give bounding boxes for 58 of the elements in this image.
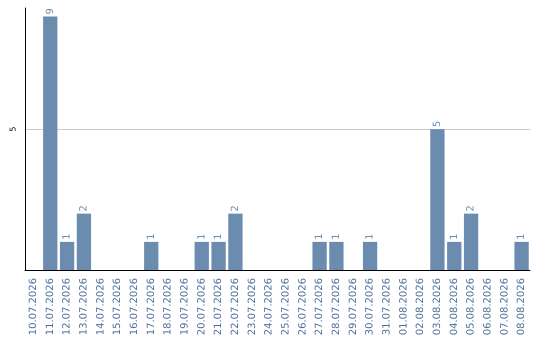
data-label: 9 bbox=[44, 8, 56, 14]
data-label: 1 bbox=[196, 233, 208, 240]
data-label: 1 bbox=[314, 233, 326, 240]
x-tick-label: 13.07.2026 bbox=[78, 278, 90, 336]
x-tick-label: 16.07.2026 bbox=[128, 278, 140, 336]
x-tick-label: 21.07.2026 bbox=[213, 278, 224, 336]
bar bbox=[514, 242, 529, 270]
x-tick-label: 20.07.2026 bbox=[196, 278, 208, 336]
x-tick-label: 24.07.2026 bbox=[264, 278, 275, 336]
x-tick-label: 11.07.2026 bbox=[44, 278, 56, 336]
x-tick-label: 25.07.2026 bbox=[280, 278, 292, 336]
x-tick-label: 01.08.2026 bbox=[398, 278, 410, 336]
x-tick-label: 18.07.2026 bbox=[162, 278, 174, 336]
data-label: 5 bbox=[432, 120, 443, 128]
x-tick-label: 31.07.2026 bbox=[381, 278, 392, 336]
bar bbox=[430, 129, 445, 270]
bar bbox=[76, 214, 92, 270]
data-label: 1 bbox=[213, 233, 224, 240]
bar bbox=[211, 242, 226, 270]
x-tick-label: 05.08.2026 bbox=[466, 278, 477, 336]
x-tick-label: 26.07.2026 bbox=[297, 278, 308, 336]
x-tick-label: 23.07.2026 bbox=[246, 278, 258, 336]
x-tick-label: 10.07.2026 bbox=[28, 278, 39, 336]
x-tick-label: 14.07.2026 bbox=[95, 278, 106, 336]
x-tick-label: 22.07.2026 bbox=[230, 278, 241, 336]
x-tick-label: 15.07.2026 bbox=[112, 278, 124, 336]
bar bbox=[329, 242, 344, 270]
data-label: 1 bbox=[62, 233, 73, 240]
data-label: 1 bbox=[364, 233, 376, 240]
data-label: 2 bbox=[78, 205, 90, 212]
x-tick-label: 17.07.2026 bbox=[146, 278, 157, 336]
bar bbox=[447, 242, 462, 270]
x-tick-label: 28.07.2026 bbox=[330, 278, 342, 336]
x-tick-label: 03.08.2026 bbox=[432, 278, 443, 336]
x-tick-label: 06.08.2026 bbox=[482, 278, 494, 336]
bar bbox=[194, 242, 209, 270]
data-label: 1 bbox=[330, 233, 342, 240]
x-tick-label: 27.07.2026 bbox=[314, 278, 326, 336]
bar bbox=[312, 242, 327, 270]
bar bbox=[464, 214, 478, 270]
bar bbox=[144, 242, 158, 270]
data-label: 2 bbox=[230, 205, 241, 212]
bar bbox=[60, 242, 74, 270]
x-tick-label: 04.08.2026 bbox=[448, 278, 460, 336]
x-tick-label: 08.08.2026 bbox=[516, 278, 528, 336]
bar bbox=[362, 242, 378, 270]
x-tick-label: 29.07.2026 bbox=[348, 278, 359, 336]
x-tick-label: 30.07.2026 bbox=[364, 278, 376, 336]
data-label: 2 bbox=[466, 205, 477, 212]
bar bbox=[228, 214, 243, 270]
x-tick-label: 12.07.2026 bbox=[62, 278, 73, 336]
x-tick-label: 07.08.2026 bbox=[499, 278, 510, 336]
x-tick-label: 19.07.2026 bbox=[179, 278, 190, 336]
bar bbox=[43, 16, 58, 270]
x-tick-label: 02.08.2026 bbox=[415, 278, 426, 336]
data-label: 1 bbox=[146, 233, 157, 240]
data-label: 1 bbox=[516, 233, 528, 240]
data-label: 1 bbox=[448, 233, 460, 240]
